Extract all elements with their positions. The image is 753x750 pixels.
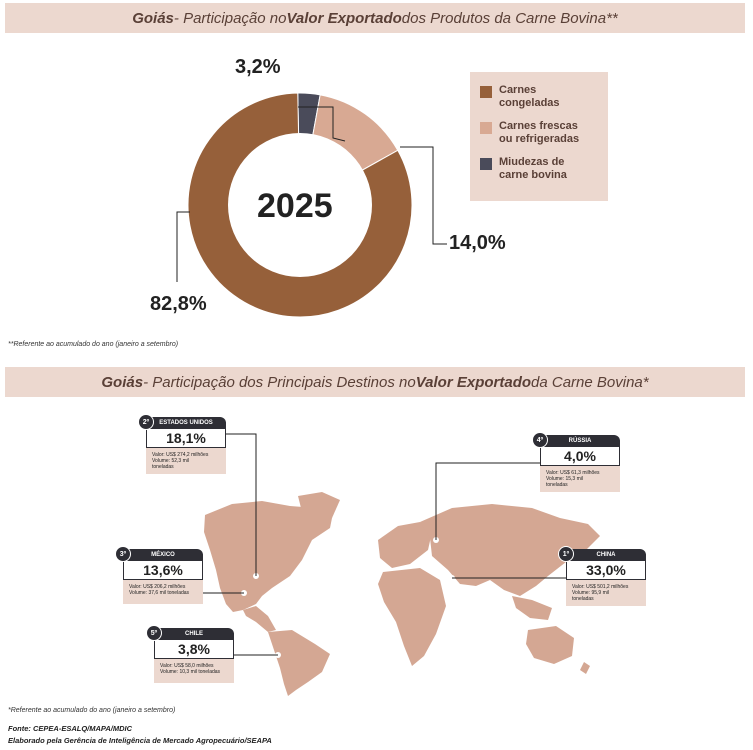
map-southeast-asia [512,596,552,620]
chart-legend: Carnes congeladas Carnes frescas ou refrig… [470,72,608,201]
card-details: Valor: US$ 501,2 milhões Volume: 95,9 mil… [566,580,646,606]
title-text-1: - Participação no [173,9,287,27]
title-emphasis: Valor Exportado [286,9,402,27]
card-mexico: 3º MÉXICO 13,6% Valor: US$ 206,2 milhões… [115,546,203,604]
map-australia [526,626,574,664]
map-europe [378,522,432,568]
rank-badge: 3º [115,546,131,562]
country-name: CHINA [596,551,616,558]
map-new-zealand [580,662,590,674]
map-north-america [204,501,333,612]
map-title-banner: Goiás - Participação dos Principais Dest… [5,367,745,397]
rank-badge: 1º [558,546,574,562]
map-asia [420,504,600,596]
donut-footnote: **Referente ao acumulado do ano (janeiro… [8,341,179,348]
country-share: 33,0% [566,560,646,580]
rank-badge: 2º [138,414,154,430]
card-china: 1º CHINA 33,0% Valor: US$ 501,2 milhões V… [558,546,646,606]
card-header: 2º ESTADOS UNIDOS [138,414,226,430]
title-region: Goiás [132,9,174,27]
leader-russia [435,462,540,540]
donut-center-year: 2025 [257,187,333,225]
map-africa [378,568,446,666]
slice-label-congeladas: 82,8% [150,293,207,315]
title-text-1: - Participação dos Principais Destinos n… [143,373,416,391]
title-emphasis: Valor Exportado [415,373,532,391]
legend-item-frescas: Carnes frescas ou refrigeradas [480,120,598,146]
card-chile: 5º CHILE 3,8% Valor: US$ 58,0 milhões Vol… [146,625,234,683]
card-russia: 4º RÚSSIA 4,0% Valor: US$ 61,3 milhões Vo… [532,432,620,492]
country-share: 18,1% [146,428,226,448]
card-details: Valor: US$ 58,0 milhões Volume: 10,3 mil … [154,659,234,683]
donut-title-banner: Goiás - Participação no Valor Exportado … [5,3,745,33]
country-share: 3,8% [154,639,234,659]
map-footnote: *Referente ao acumulado do ano (janeiro … [8,707,176,714]
card-header: 5º CHILE [146,625,234,641]
country-share: 4,0% [540,446,620,466]
legend-item-congeladas: Carnes congeladas [480,84,598,110]
map-greenland [298,492,340,522]
country-name: MÉXICO [151,551,175,558]
credit-line: Elaborado pela Gerência de Inteligência … [8,736,272,745]
donut-chart [176,92,447,318]
leader-line-congeladas [176,211,190,282]
map-south-america [268,630,330,696]
rank-badge: 5º [146,625,162,641]
country-name: RÚSSIA [568,437,592,444]
leader-line-frescas [400,146,447,245]
legend-label: Carnes congeladas [499,84,560,109]
card-header: 1º CHINA [558,546,646,562]
card-header: 3º MÉXICO [115,546,203,562]
legend-label: Carnes frescas ou refrigeradas [499,120,580,145]
legend-swatch [480,122,492,134]
card-details: Valor: US$ 206,2 milhões Volume: 37,6 mil… [123,580,203,604]
card-details: Valor: US$ 61,3 milhões Volume: 15,3 mil t… [540,466,620,492]
slice-label-miudezas: 3,2% [235,56,281,78]
map-central-america [243,606,276,632]
card-header: 4º RÚSSIA [532,432,620,448]
donut-hole [228,133,372,277]
title-region: Goiás [101,373,144,391]
card-estados-unidos: 2º ESTADOS UNIDOS 18,1% Valor: US$ 274,2… [138,414,226,474]
leader-line-miudezas [298,106,346,142]
title-text-2: dos Produtos da Carne Bovina** [401,9,618,27]
rank-badge: 4º [532,432,548,448]
legend-item-miudezas: Miudezas de carne bovina [480,156,598,182]
legend-swatch [480,86,492,98]
slice-label-frescas: 14,0% [449,232,506,254]
world-map [196,433,600,696]
card-details: Valor: US$ 274,2 milhões Volume: 52,3 mil… [146,448,226,474]
country-name: ESTADOS UNIDOS [159,419,213,426]
title-text-2: da Carne Bovina* [531,373,649,391]
leader-estados-unidos [218,433,257,576]
country-name: CHILE [185,630,203,637]
legend-swatch [480,158,492,170]
country-share: 13,6% [123,560,203,580]
legend-label: Miudezas de carne bovina [499,156,567,181]
source-line: Fonte: CEPEA-ESALQ/MAPA/MDIC [8,724,133,733]
